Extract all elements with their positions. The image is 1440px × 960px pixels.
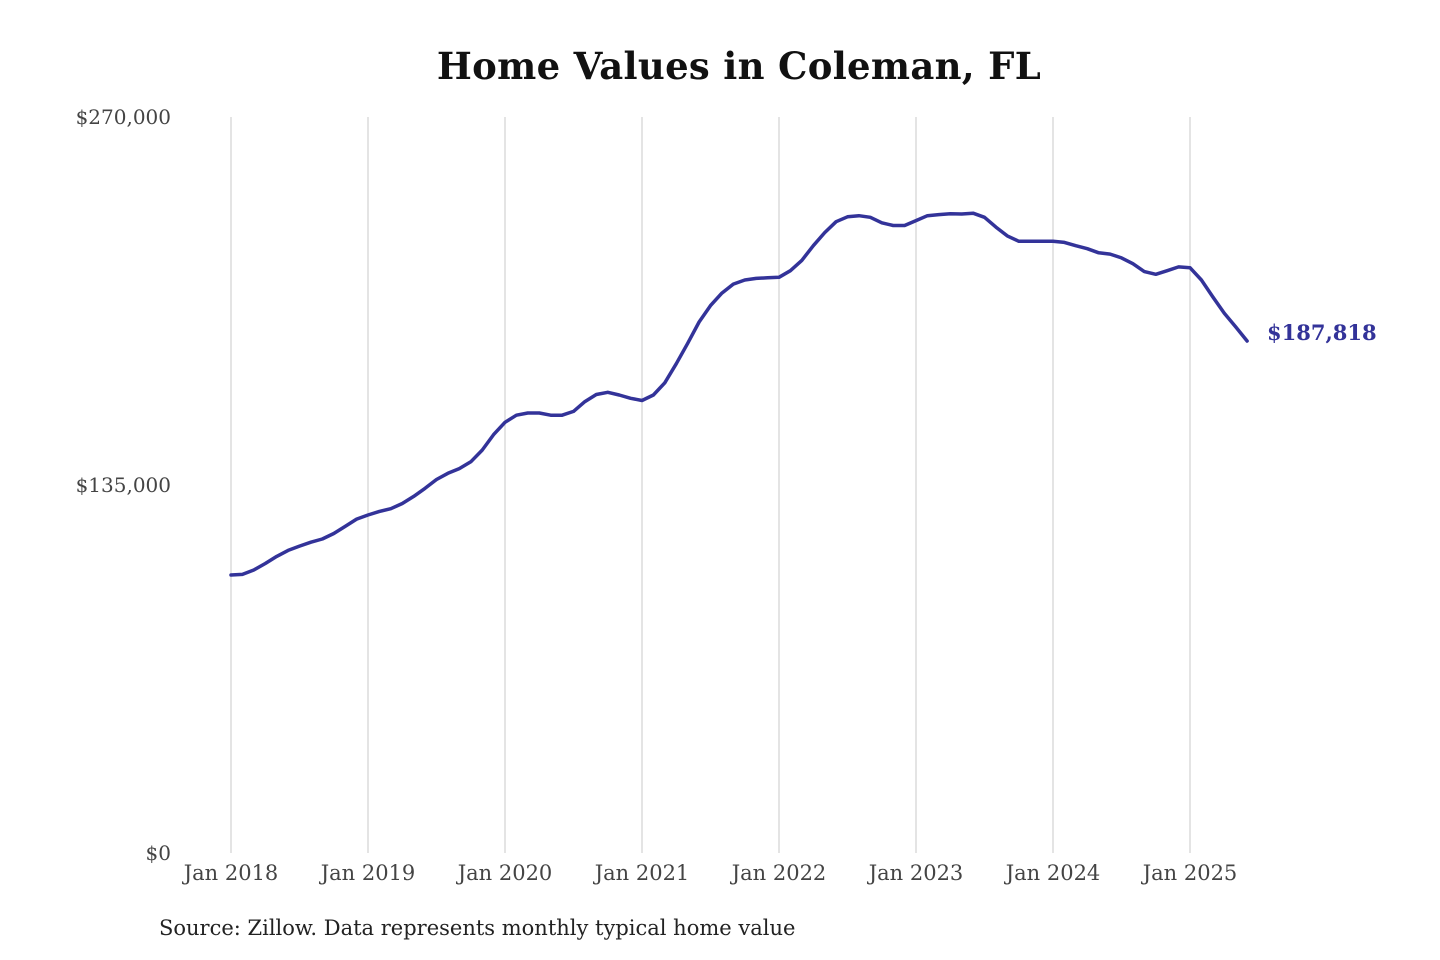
y-tick-label: $135,000 <box>76 473 171 497</box>
x-tick-label: Jan 2018 <box>182 861 279 885</box>
x-tick-label: Jan 2019 <box>319 861 416 885</box>
x-tick-label: Jan 2020 <box>456 861 553 885</box>
source-note: Source: Zillow. Data represents monthly … <box>159 916 796 940</box>
x-tick-label: Jan 2021 <box>593 861 690 885</box>
chart-title: Home Values in Coleman, FL <box>436 44 1042 88</box>
x-tick-label: Jan 2024 <box>1004 861 1101 885</box>
end-value-label: $187,818 <box>1267 320 1377 345</box>
x-tick-label: Jan 2022 <box>730 861 827 885</box>
y-tick-label: $0 <box>146 841 171 865</box>
x-tick-label: Jan 2023 <box>867 861 964 885</box>
series-line <box>229 211 1249 577</box>
x-tick-label: Jan 2025 <box>1141 861 1238 885</box>
y-tick-label: $270,000 <box>76 105 171 129</box>
